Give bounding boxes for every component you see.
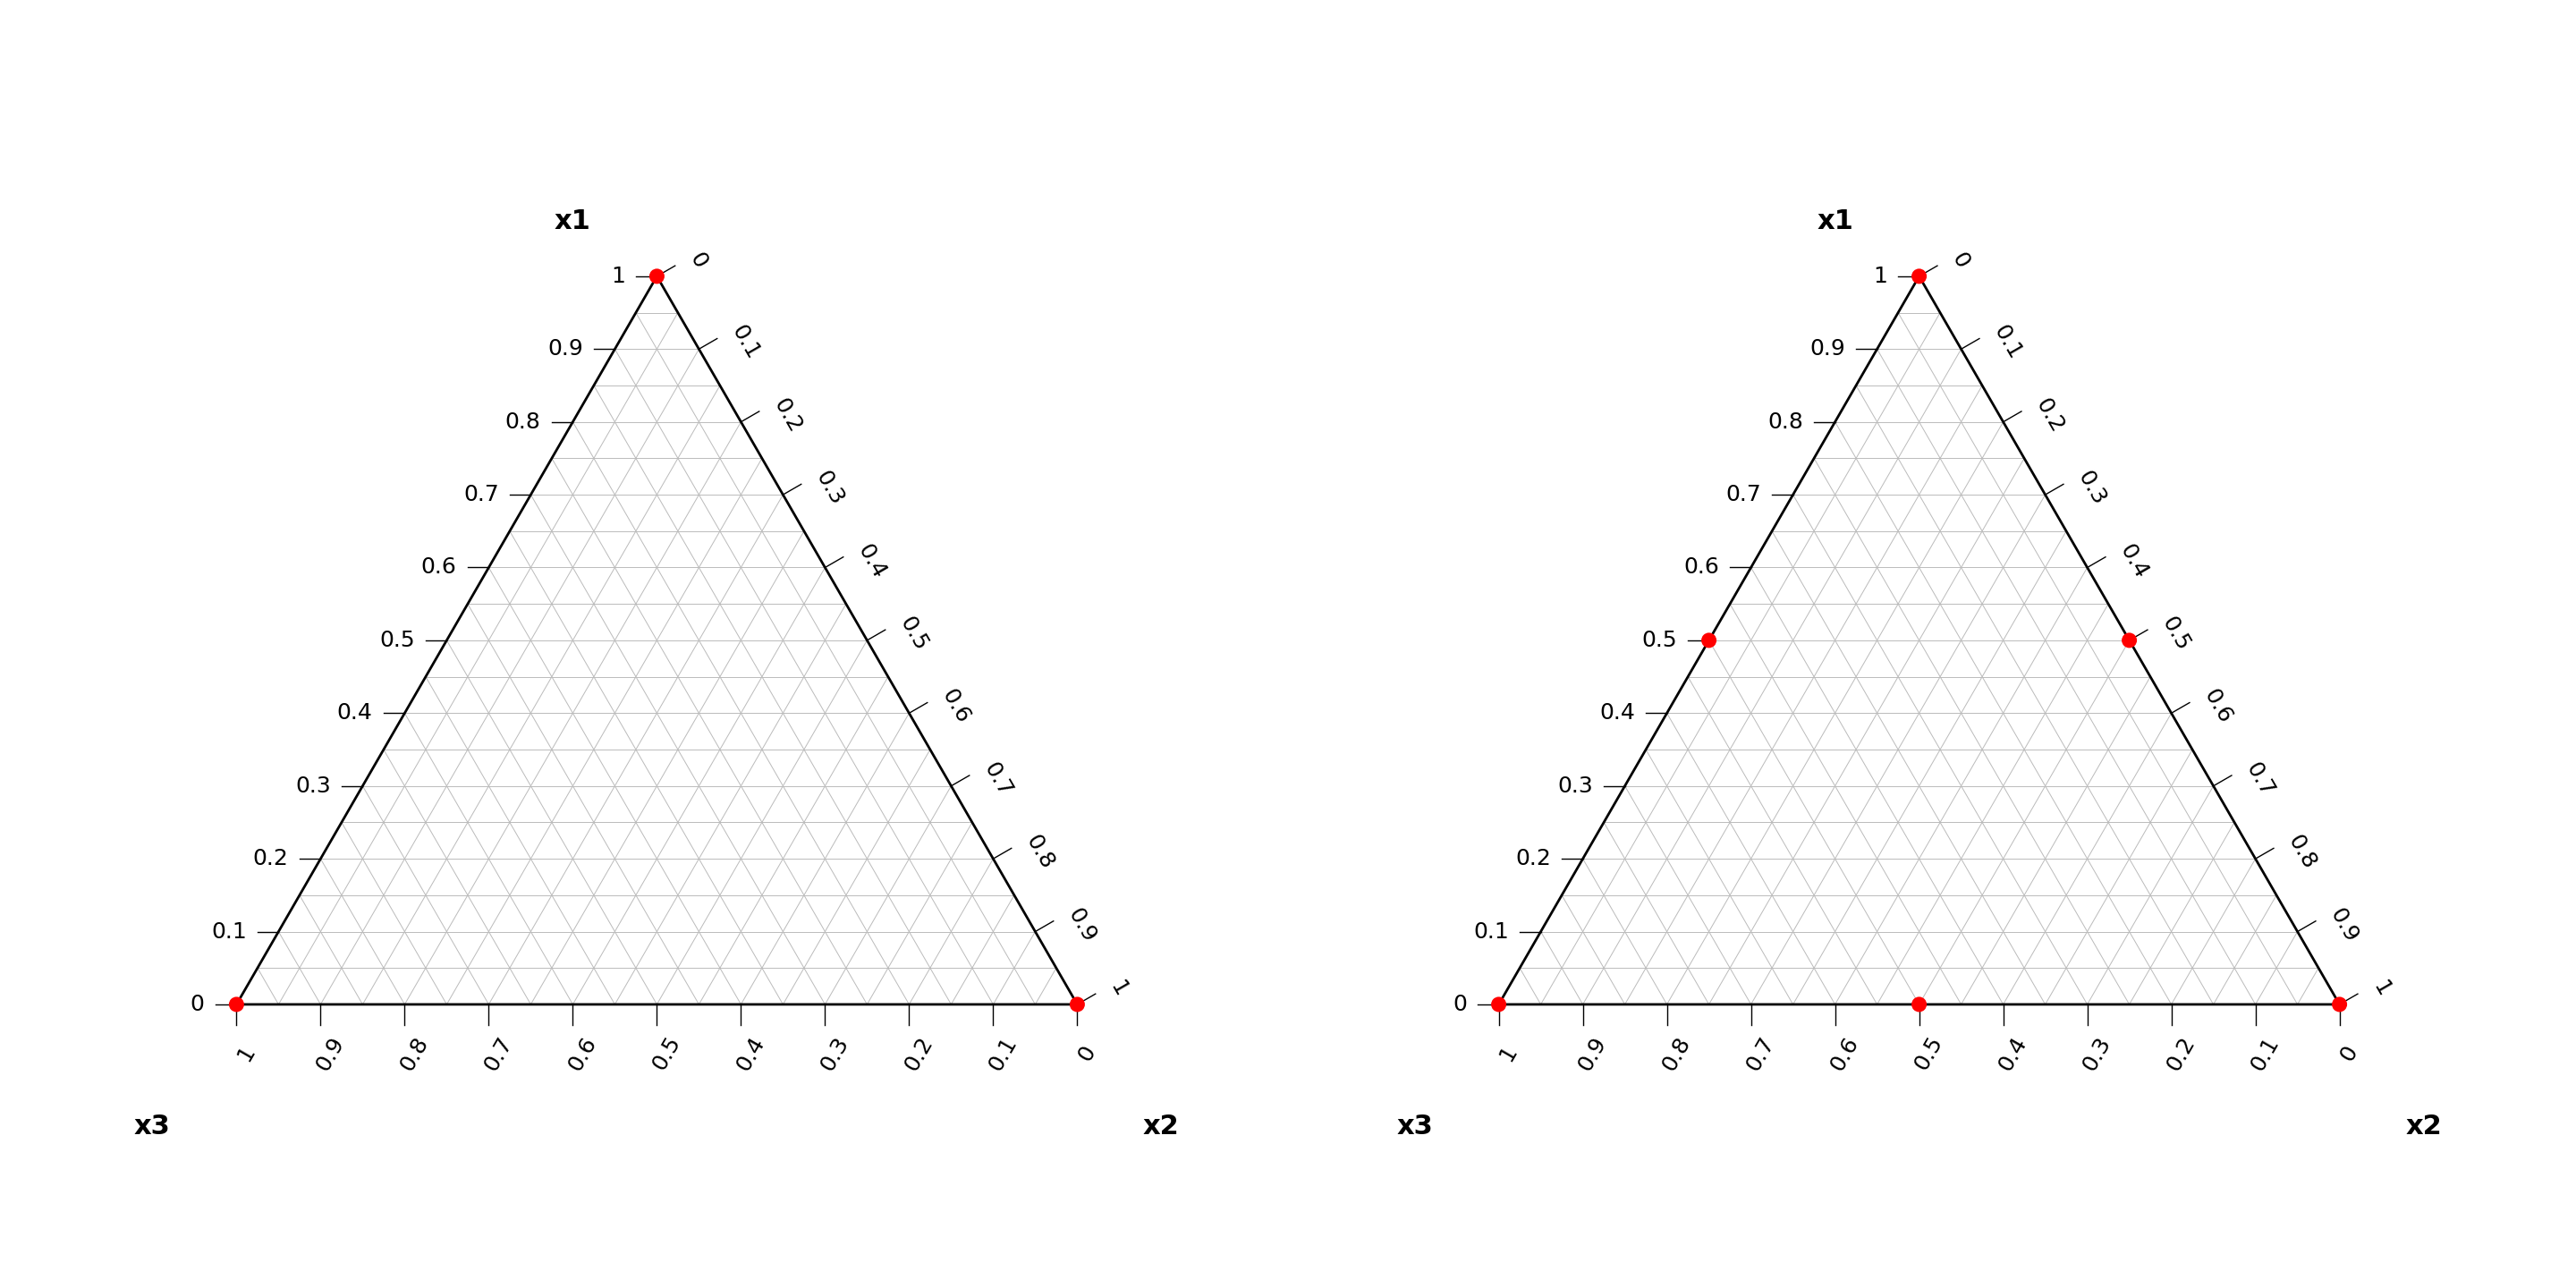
Point [2318, 994, 2360, 1015]
Text: 0: 0 [685, 249, 711, 272]
Text: 0.8: 0.8 [1659, 1033, 1695, 1074]
Text: 0: 0 [1947, 249, 1973, 272]
Text: 0.4: 0.4 [732, 1033, 768, 1074]
Text: x1: x1 [554, 209, 590, 234]
Text: 0: 0 [191, 993, 204, 1015]
Text: x2: x2 [2406, 1114, 2442, 1140]
Text: 0.9: 0.9 [1808, 339, 1844, 359]
Text: 0.9: 0.9 [312, 1033, 348, 1074]
Text: 0.7: 0.7 [479, 1033, 515, 1074]
Text: 0.5: 0.5 [1641, 630, 1677, 650]
Text: 0.1: 0.1 [1989, 322, 2027, 363]
Text: 0.4: 0.4 [1600, 702, 1636, 724]
Text: 0.7: 0.7 [979, 759, 1015, 800]
Text: x1: x1 [1816, 209, 1852, 234]
Text: 0: 0 [2336, 1042, 2362, 1065]
Text: 0.3: 0.3 [296, 775, 330, 797]
Text: 0.1: 0.1 [984, 1033, 1020, 1074]
Text: 0.8: 0.8 [2285, 832, 2321, 873]
Text: 0: 0 [1453, 993, 1466, 1015]
Text: 0.5: 0.5 [379, 630, 415, 650]
Text: 0.7: 0.7 [1741, 1033, 1777, 1074]
Text: 0.9: 0.9 [546, 339, 582, 359]
Text: 0.5: 0.5 [896, 613, 933, 654]
Text: 1: 1 [232, 1042, 258, 1065]
Text: 0.7: 0.7 [2241, 759, 2277, 800]
Text: 0: 0 [1074, 1042, 1100, 1065]
Text: 0.6: 0.6 [2200, 687, 2236, 728]
Text: 1: 1 [1105, 978, 1131, 1001]
Text: 0.3: 0.3 [811, 468, 848, 509]
Text: 0.1: 0.1 [726, 322, 765, 363]
Text: 0.9: 0.9 [1574, 1033, 1610, 1074]
Text: x2: x2 [1144, 1114, 1180, 1140]
Text: 0.6: 0.6 [1826, 1033, 1862, 1074]
Point [636, 265, 677, 286]
Text: 0.7: 0.7 [1726, 484, 1762, 505]
Text: 0.1: 0.1 [1473, 921, 1510, 943]
Point [1479, 994, 1520, 1015]
Point [1899, 265, 1940, 286]
Text: 0.3: 0.3 [1558, 775, 1592, 797]
Text: 0.5: 0.5 [649, 1033, 685, 1074]
Point [1687, 630, 1728, 650]
Text: 0.2: 0.2 [2032, 394, 2069, 437]
Text: 1: 1 [2367, 978, 2393, 1001]
Text: 0.4: 0.4 [337, 702, 374, 724]
Text: 0.2: 0.2 [2161, 1033, 2200, 1074]
Text: 1: 1 [611, 265, 626, 287]
Text: 0.2: 0.2 [770, 394, 806, 437]
Text: 0.6: 0.6 [1682, 556, 1718, 578]
Text: 0.3: 0.3 [2074, 468, 2110, 509]
Text: 0.3: 0.3 [817, 1033, 853, 1074]
Text: 0.5: 0.5 [2159, 613, 2195, 654]
Text: 0.8: 0.8 [1767, 411, 1803, 433]
Text: 0.4: 0.4 [1994, 1033, 2030, 1074]
Point [216, 994, 258, 1015]
Text: 0.1: 0.1 [211, 921, 247, 943]
Text: x3: x3 [1396, 1114, 1432, 1140]
Text: 0.8: 0.8 [397, 1033, 433, 1074]
Text: 0.2: 0.2 [899, 1033, 938, 1074]
Text: 0.2: 0.2 [1515, 848, 1551, 869]
Text: 0.8: 0.8 [505, 411, 541, 433]
Text: 0.6: 0.6 [564, 1033, 600, 1074]
Point [2110, 630, 2151, 650]
Text: 0.4: 0.4 [853, 540, 891, 582]
Point [1056, 994, 1097, 1015]
Text: 0.8: 0.8 [1023, 832, 1059, 873]
Text: 0.5: 0.5 [1911, 1033, 1947, 1074]
Text: 0.7: 0.7 [464, 484, 500, 505]
Point [1899, 994, 1940, 1015]
Text: 0.9: 0.9 [1064, 904, 1100, 945]
Text: 0.1: 0.1 [2246, 1033, 2282, 1074]
Text: 0.6: 0.6 [420, 556, 456, 578]
Text: 1: 1 [1494, 1042, 1520, 1065]
Text: x3: x3 [134, 1114, 170, 1140]
Text: 0.3: 0.3 [2079, 1033, 2115, 1074]
Text: 0.6: 0.6 [938, 687, 974, 728]
Text: 1: 1 [1873, 265, 1888, 287]
Text: 0.9: 0.9 [2326, 904, 2362, 945]
Text: 0.2: 0.2 [252, 848, 289, 869]
Text: 0.4: 0.4 [2115, 540, 2154, 582]
